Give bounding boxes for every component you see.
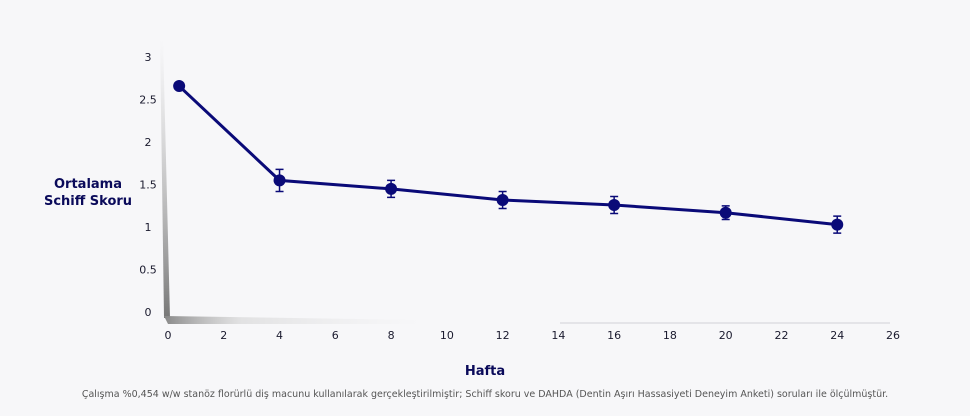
x-tick-label: 0 [165,329,172,342]
y-tick-label: 2 [145,136,152,149]
x-tick-label: 2 [220,329,227,342]
y-tick-label: 3 [145,51,152,64]
y-axis-decor [160,40,170,318]
x-axis-decor [164,316,420,324]
x-tick-label: 14 [551,329,565,342]
point [831,218,844,231]
x-tick-label: 26 [886,329,900,342]
x-tick-label: 20 [719,329,733,342]
x-tick-label: 4 [276,329,283,342]
y-tick-label: 1.5 [139,179,157,192]
point [273,174,286,187]
x-axis-label: Hafta [464,364,506,379]
y-tick-label: 2.5 [139,94,157,107]
x-tick-label: 24 [830,329,844,342]
x-tick-label: 18 [663,329,677,342]
y-tick-label: 0 [145,306,152,319]
y-tick-label: 0.5 [139,264,157,277]
x-tick-label: 10 [440,329,454,342]
y-tick-label: 1 [145,221,152,234]
x-tick-label: 6 [332,329,339,342]
x-tick-label: 16 [607,329,621,342]
point [608,199,621,212]
footnote: Çalışma %0,454 w/w stanöz florürlü diş m… [81,389,889,400]
point [719,206,732,219]
y-axis-label: Ortalama Schiff Skoru [43,177,133,209]
x-tick-label: 12 [496,329,510,342]
point [385,182,398,195]
line [178,84,838,227]
x-tick-label: 22 [774,329,788,342]
point [173,80,186,93]
x-tick-label: 8 [388,329,395,342]
point [496,193,509,206]
